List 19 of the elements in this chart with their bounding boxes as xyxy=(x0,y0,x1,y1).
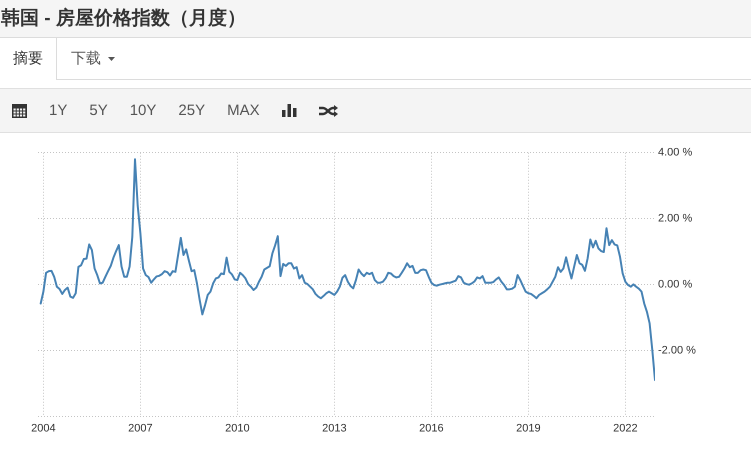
x-tick-label: 2016 xyxy=(419,422,444,434)
text: 1Y xyxy=(49,102,68,120)
text: 5Y xyxy=(89,102,108,120)
chart-title: 韩国 - 房屋价格指数（月度） xyxy=(1,7,246,31)
y-tick-label: 2.00 % xyxy=(658,212,692,225)
text: 下载 xyxy=(71,49,101,69)
text: 25Y xyxy=(178,102,206,120)
x-tick-label: 2019 xyxy=(516,422,541,434)
tab: 摘要 xyxy=(0,38,57,80)
y-tick-label: 4.00 % xyxy=(658,146,692,159)
y-tick-label: 0.00 % xyxy=(658,278,692,291)
x-tick-label: 2022 xyxy=(613,422,638,434)
text: 10Y xyxy=(130,102,156,120)
x-tick-label: 2010 xyxy=(225,422,250,434)
text: MAX xyxy=(227,102,260,120)
y-tick-label: -2.00 % xyxy=(658,344,696,357)
x-tick-label: 2004 xyxy=(31,422,56,434)
x-tick-label: 2007 xyxy=(128,422,153,434)
x-tick-label: 2013 xyxy=(322,422,347,434)
